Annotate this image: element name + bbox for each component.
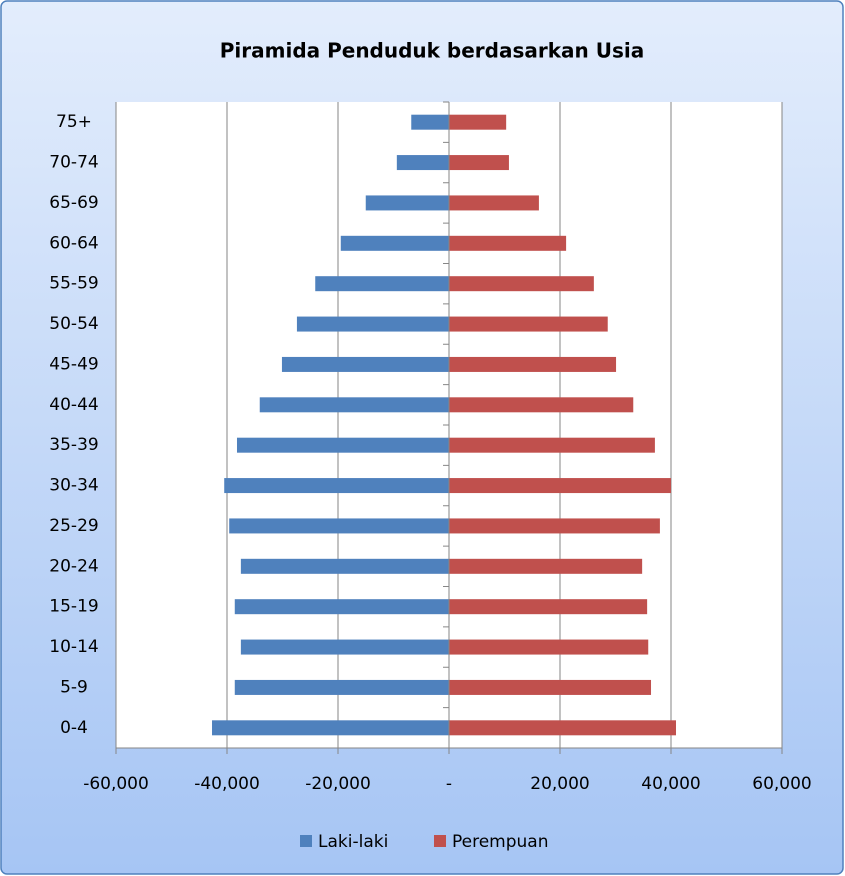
bar [449,114,507,130]
bar [411,114,449,130]
bar [449,639,649,655]
bar [315,276,449,292]
bar [449,720,676,736]
bar [449,679,652,695]
y-tick-label: 30-34 [49,476,98,496]
bar [449,195,539,211]
legend-label: Laki-laki [318,832,388,852]
bar [240,558,449,574]
bar [449,155,509,171]
bar [340,235,449,251]
x-tick-label: 20,000 [530,774,589,794]
x-tick-label: - [446,774,452,794]
bar [234,679,449,695]
y-tick-label: 45-49 [49,354,98,374]
y-tick-label: 15-19 [49,597,98,617]
legend-swatch [434,835,446,847]
bar [449,478,671,494]
y-tick-label: 55-59 [49,274,98,294]
chart-title: Piramida Penduduk berdasarkan Usia [220,39,645,63]
y-tick-label: 25-29 [49,516,98,536]
y-tick-label: 20-24 [49,556,98,576]
bar [449,558,643,574]
y-tick-label: 65-69 [49,193,98,213]
y-tick-label: 70-74 [49,153,98,173]
bar [449,397,634,413]
x-tick-label: 40,000 [641,774,700,794]
bar [296,316,449,332]
legend-swatch [300,835,312,847]
bar [396,155,449,171]
bar [234,599,449,615]
bar [449,235,567,251]
y-tick-label: 60-64 [49,233,98,253]
bar [449,518,660,534]
y-tick-label: 35-39 [49,435,98,455]
bar [240,639,449,655]
x-tick-label: -20,000 [305,774,371,794]
x-tick-label: -60,000 [83,774,149,794]
x-tick-label: 60,000 [752,774,811,794]
bar [259,397,449,413]
bar [229,518,449,534]
bar [449,356,617,372]
y-tick-label: 10-14 [49,637,98,657]
legend-label: Perempuan [452,832,549,852]
bar [281,356,449,372]
bar [212,720,449,736]
bar [449,437,655,453]
bar [449,599,648,615]
bar [224,478,449,494]
y-tick-label: 5-9 [60,677,88,697]
y-tick-label: 75+ [56,112,92,132]
y-tick-label: 0-4 [60,718,88,738]
bar [236,437,449,453]
bar [449,276,594,292]
x-tick-label: -40,000 [194,774,260,794]
y-tick-label: 40-44 [49,395,98,415]
y-tick-label: 50-54 [49,314,98,334]
bar [365,195,449,211]
bar [449,316,608,332]
